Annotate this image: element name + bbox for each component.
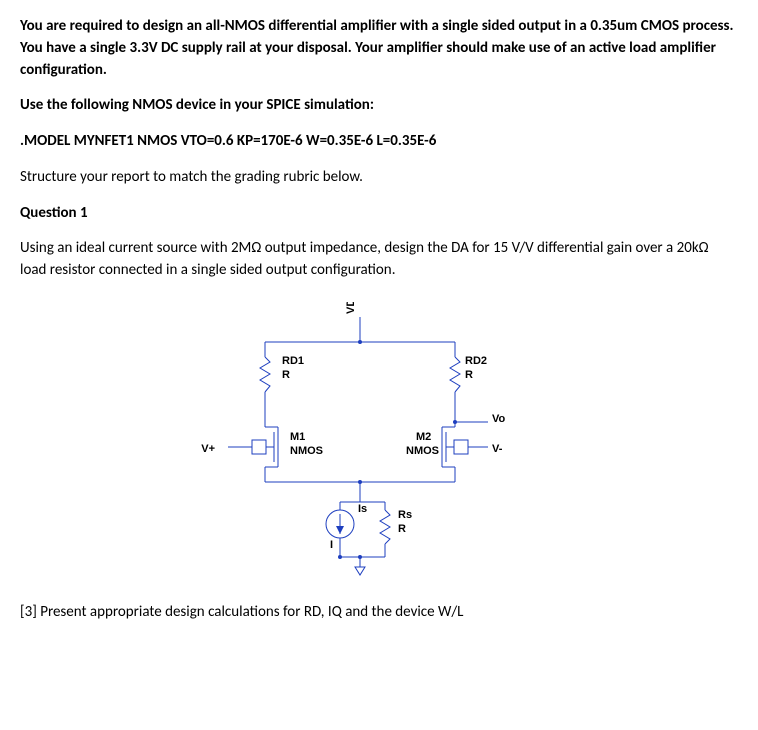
- question-text: Using an ideal current source with 2MΩ o…: [20, 238, 738, 282]
- circuit-schematic: VDD RD1 R RD2 R Vo V+ M1 NMOS V- M2 NMOS: [170, 302, 550, 582]
- intro-p1: You are required to design an all-NMOS d…: [20, 16, 738, 81]
- rs-r: R: [398, 523, 406, 535]
- m2-type: NMOS: [406, 445, 439, 457]
- m1-type: NMOS: [290, 445, 323, 457]
- rd1-r: R: [282, 369, 290, 381]
- vminus-label: V-: [492, 443, 503, 455]
- m2-label: M2: [416, 431, 431, 443]
- vdd-label: VDD: [345, 302, 357, 314]
- model-line: .MODEL MYNFET1 NMOS VTO=0.6 KP=170E-6 W=…: [20, 131, 738, 153]
- is-label: Is: [358, 503, 367, 515]
- m1-label: M1: [290, 431, 305, 443]
- intro-p2: Use the following NMOS device in your SP…: [20, 95, 738, 117]
- rd1-label: RD1: [282, 355, 304, 367]
- task-line: [3] Present appropriate design calculati…: [20, 602, 738, 624]
- rd2-label: RD2: [465, 355, 487, 367]
- rs-label: Rs: [398, 509, 412, 521]
- is-i: I: [330, 539, 333, 551]
- intro-p3: Structure your report to match the gradi…: [20, 167, 738, 189]
- question-label: Question 1: [20, 203, 738, 225]
- vo-label: Vo: [492, 413, 506, 425]
- rd2-r: R: [465, 369, 473, 381]
- vplus-label: V+: [201, 443, 215, 455]
